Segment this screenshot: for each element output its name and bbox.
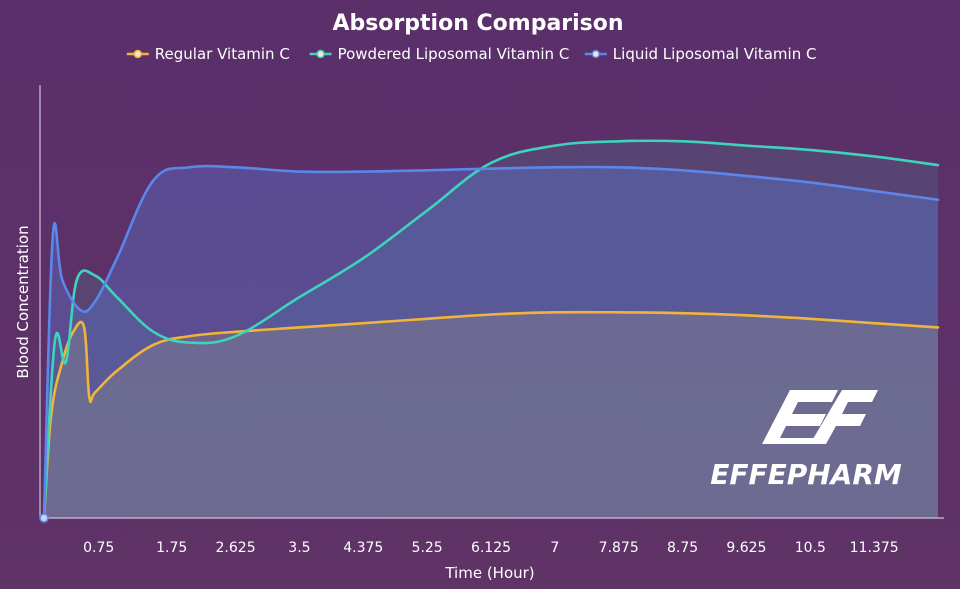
x-tick-label: 6.125 [471,540,511,556]
legend-label: Powdered Liposomal Vitamin C [338,45,570,63]
legend-item[interactable]: Powdered Liposomal Vitamin C [309,45,570,63]
series-area [44,166,938,518]
series-line[interactable] [42,310,940,520]
legend-swatch-marker [133,49,143,59]
x-tick-label: 1.75 [156,540,187,556]
legend-swatch-marker [316,49,325,59]
origin-marker [39,513,49,523]
ef-logo-mark [762,390,878,444]
x-tick-label: 7.875 [599,540,639,556]
series-line[interactable] [42,139,940,520]
y-axis-label: Blood Concentration [14,225,32,378]
series-fills [44,140,938,518]
x-tick-label: 2.625 [216,540,256,556]
x-tick-label: 0.75 [83,540,114,556]
x-tick-label: 8.75 [667,540,698,556]
legend-item[interactable]: Regular Vitamin C [126,45,290,63]
legend-label: Liquid Liposomal Vitamin C [613,45,817,63]
x-tick-labels: 0.75 1.75 2.625 3.5 4.375 5.25 6.125 7 7.875 8.75… [83,540,898,556]
x-tick-label: 4.375 [343,540,383,556]
legend-item[interactable]: Liquid Liposomal Vitamin C [584,45,817,63]
legend-label: Regular Vitamin C [155,45,290,63]
legend-swatch-marker [591,49,601,59]
series-lines [42,139,940,520]
brand-wordmark: EFFEPHARM [710,458,902,491]
x-tick-label: 5.25 [412,540,443,556]
chart-title: Absorption Comparison [332,11,623,36]
series-area [44,140,938,518]
x-tick-label: 9.625 [726,540,766,556]
legend: Regular Vitamin C Powdered Liposomal Vita… [126,45,817,63]
x-tick-label: 10.5 [795,540,826,556]
brand-logo: EFFEPHARM [710,390,902,491]
x-tick-label: 11.375 [850,540,899,556]
series-line[interactable] [42,164,940,520]
x-axis-label: Time (Hour) [444,564,534,582]
x-tick-label: 3.5 [288,540,310,556]
x-tick-label: 7 [550,540,559,556]
series-area [44,312,938,518]
